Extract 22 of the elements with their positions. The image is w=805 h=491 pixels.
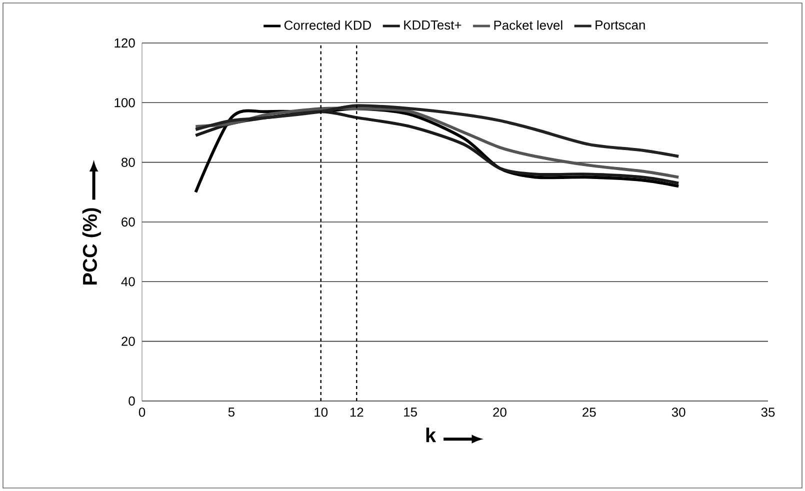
x-tick-label: 15 bbox=[404, 408, 417, 417]
legend-label: Portscan bbox=[596, 20, 645, 30]
y-tick-label: 80 bbox=[122, 158, 135, 167]
legend-label: Corrected KDD bbox=[284, 20, 371, 30]
y-tick-label: 40 bbox=[121, 277, 135, 286]
y-axis-title: PCC (%) bbox=[82, 208, 101, 284]
y-tick-label: 100 bbox=[114, 98, 135, 108]
x-axis-title: k bbox=[426, 428, 436, 442]
legend-label: Packet level bbox=[494, 20, 562, 30]
legend-label: KDDTest+ bbox=[404, 20, 462, 30]
y-tick-label: 60 bbox=[122, 217, 135, 227]
x-tick-label: 20 bbox=[493, 408, 506, 417]
y-tick-label: 120 bbox=[114, 38, 135, 48]
x-tick-label: 30 bbox=[672, 408, 686, 417]
y-tick-label: 20 bbox=[122, 336, 135, 346]
x-tick-label: 12 bbox=[350, 408, 364, 417]
x-tick-label: 10 bbox=[314, 408, 328, 417]
x-tick-label: 0 bbox=[138, 408, 146, 417]
x-tick-label: 25 bbox=[582, 408, 596, 417]
x-tick-label: 5 bbox=[228, 408, 234, 417]
y-tick-label: 0 bbox=[128, 396, 135, 406]
x-tick-label: 35 bbox=[761, 408, 775, 417]
